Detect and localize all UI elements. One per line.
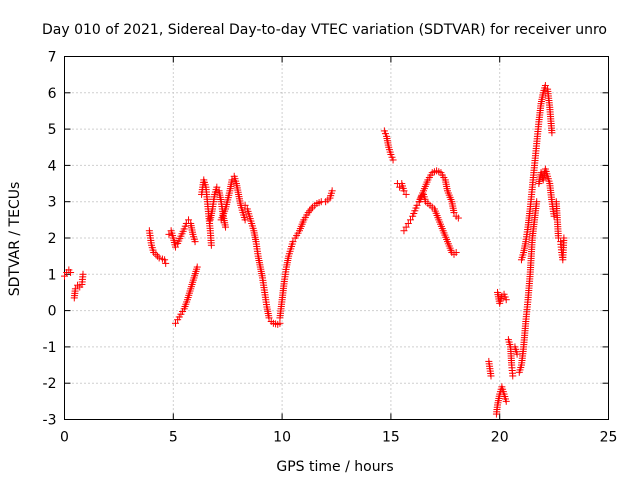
data-point <box>191 238 199 246</box>
data-point <box>213 183 221 191</box>
y-tick-label: -2 <box>43 376 57 392</box>
chart-title: Day 010 of 2021, Sidereal Day-to-day VTE… <box>42 22 607 38</box>
x-tick-label: 10 <box>273 430 291 446</box>
y-tick-label: 0 <box>48 304 57 320</box>
data-point <box>400 187 408 195</box>
data-point <box>452 249 460 257</box>
data-point <box>171 243 179 251</box>
data-point <box>550 212 558 220</box>
data-point <box>402 190 410 198</box>
y-tick-label: 7 <box>48 50 57 66</box>
data-point <box>185 216 193 224</box>
data-point <box>67 268 75 276</box>
data-point <box>548 129 556 137</box>
data-points <box>61 82 568 418</box>
data-point <box>207 241 215 249</box>
data-point <box>389 156 397 164</box>
data-point <box>307 205 315 213</box>
data-point <box>328 187 336 195</box>
data-point <box>413 201 421 209</box>
data-point <box>241 201 249 209</box>
data-point <box>541 82 549 90</box>
data-point <box>228 176 236 184</box>
x-tick-label: 20 <box>491 430 509 446</box>
data-point <box>61 272 68 280</box>
x-tick-label: 5 <box>169 430 178 446</box>
x-tick-label: 25 <box>600 430 618 446</box>
data-point <box>265 314 273 322</box>
x-tick-label: 15 <box>382 430 400 446</box>
data-point <box>152 250 160 258</box>
y-tick-label: 3 <box>48 195 57 211</box>
x-tick-label: 0 <box>60 430 69 446</box>
data-point <box>71 285 79 293</box>
y-tick-label: 4 <box>48 158 57 174</box>
data-point <box>154 252 162 260</box>
data-point <box>193 263 201 271</box>
y-tick-label: -1 <box>43 340 57 356</box>
data-point <box>289 238 297 246</box>
data-point <box>396 183 404 191</box>
data-point <box>304 209 312 217</box>
data-point <box>502 296 510 304</box>
data-point <box>162 259 170 267</box>
data-point <box>487 372 495 380</box>
data-point <box>165 230 173 238</box>
y-axis-label: SDTVAR / TECUs <box>7 182 23 297</box>
x-axis-ticks: 0 5 10 15 20 25 <box>60 56 618 446</box>
data-point <box>502 397 510 405</box>
data-point <box>79 270 87 278</box>
data-point <box>306 207 314 215</box>
y-axis-ticks: -3 -2 -1 0 1 2 3 4 5 6 7 <box>43 50 609 429</box>
data-point <box>450 209 458 217</box>
x-axis-label: GPS time / hours <box>276 459 393 475</box>
data-point <box>241 216 249 224</box>
data-point <box>222 223 230 231</box>
data-point <box>406 216 414 224</box>
y-tick-label: 5 <box>48 122 57 138</box>
y-tick-label: 6 <box>48 86 57 102</box>
y-tick-label: 1 <box>48 267 57 283</box>
data-point <box>404 219 412 227</box>
data-point <box>454 214 462 222</box>
data-point <box>171 319 179 327</box>
data-point <box>161 256 169 264</box>
data-point <box>509 372 517 380</box>
data-point <box>155 254 163 262</box>
data-point <box>400 227 408 235</box>
y-tick-label: 2 <box>48 231 57 247</box>
y-tick-label: -3 <box>43 413 57 429</box>
data-point <box>402 223 410 231</box>
data-point <box>560 234 568 242</box>
